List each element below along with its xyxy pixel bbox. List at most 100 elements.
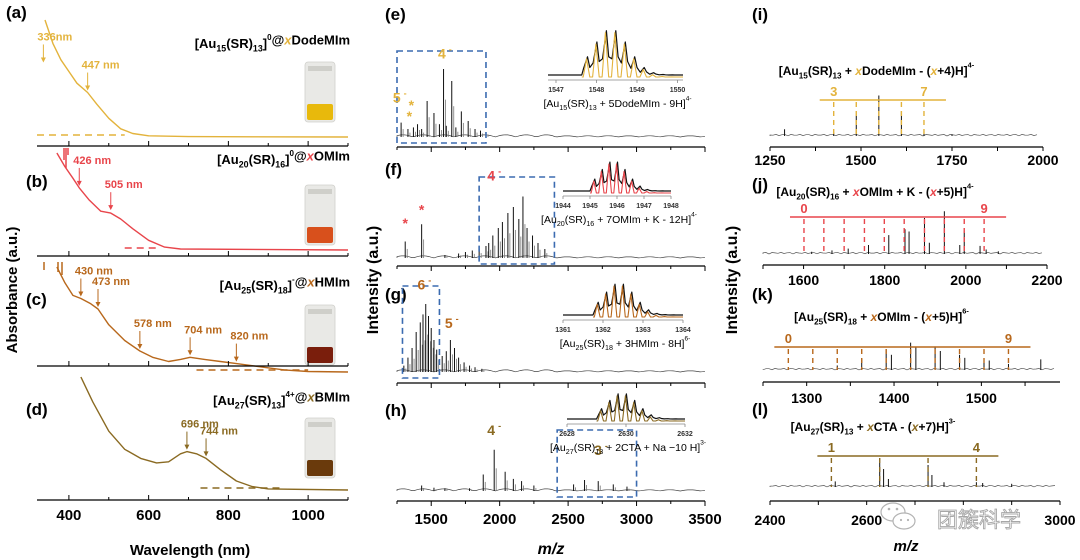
inset-tick-label: 2630 (618, 431, 634, 438)
formula-text: [Au (195, 36, 217, 51)
formula-subscript: 13 (844, 427, 854, 436)
panel-label: (c) (26, 290, 47, 309)
panel-f: (f) 4 -** 1944 1945 1946 1947 1948[Au20(SR)16 +… (385, 160, 706, 271)
simulated-envelope (590, 163, 671, 194)
vial-cap (308, 189, 332, 194)
x-tick-label: 600 (136, 507, 161, 524)
vial-photo (304, 417, 336, 479)
formula-subscript: 13 (589, 104, 597, 112)
panel-label: (h) (385, 401, 407, 420)
charge-sign: - (498, 167, 501, 177)
x-tick-label: 1300 (791, 390, 822, 406)
inset-label: [Au20(SR)16 + 7OMIm + K - 12H]4- (541, 211, 697, 227)
x-tick-label: 2200 (1031, 272, 1062, 288)
arrow-head (203, 451, 209, 457)
formula-text: (SR) (251, 278, 278, 293)
formula-text: ] (288, 278, 292, 293)
vial-solution (307, 104, 333, 120)
x-tick-label: 1600 (788, 272, 819, 288)
isotope-inset: 2628 2630 2632[Au27(SR)13 + 2CTA + Na −10 … (550, 393, 706, 456)
formula-text: @ (272, 32, 285, 47)
formula-text: (SR) (565, 214, 587, 226)
peak-label: 426 nm (73, 155, 111, 167)
star-marker: * (402, 215, 408, 231)
panel-i: (i)[Au15(SR)13 + xDodeMIm - (x+4)H]4-3 71… (752, 5, 1059, 168)
x-tick-label: 2600 (851, 512, 882, 528)
charge-number: 5 (393, 90, 401, 106)
ladder-last-label: 7 (920, 84, 927, 99)
arrow-head (78, 291, 84, 297)
inset-tick-label: 1361 (555, 327, 571, 334)
formula-text: [Au (213, 393, 235, 408)
formula-text: +4)H] (937, 64, 967, 78)
charge-number: 3 (594, 442, 602, 458)
charge-sign: - (428, 276, 431, 286)
vial-solution (307, 227, 333, 243)
spectrum-baseline (769, 134, 1038, 137)
formula-text: + (842, 64, 856, 78)
formula-text: [Au (541, 214, 557, 226)
simulated-envelope (596, 395, 685, 422)
formula-superscript: 4- (968, 61, 975, 70)
formula-label: [Au15(SR)13]0@xDodeMIm (195, 32, 350, 53)
charge-number: 5 (445, 315, 453, 331)
panel-label: (g) (385, 285, 407, 304)
arrow-head (187, 350, 193, 356)
x-tick-label: 3500 (688, 511, 721, 528)
inset-tick-label: 1363 (635, 327, 651, 334)
middle-ylabel: Intensity (a.u.) (365, 226, 382, 334)
formula-subscript: 20 (557, 220, 565, 228)
formula-subscript: 16 (830, 192, 840, 201)
vial-cap (308, 66, 332, 71)
zoom-box (478, 176, 556, 265)
peak-label: 505 nm (105, 179, 143, 191)
inset-tick-label: 2628 (559, 431, 575, 438)
charge-state-label: 3- (594, 441, 608, 458)
inset-tick-label: 1946 (609, 203, 625, 210)
formula-text: (SR) (805, 185, 830, 199)
ladder-last-label: 4 (973, 440, 981, 455)
charge-sign: - (605, 441, 608, 451)
formula-text: ] (285, 152, 289, 167)
x-tick-label: 2000 (1027, 152, 1058, 168)
spectrum-baseline (396, 255, 706, 259)
peak-label: 430 nm (75, 266, 113, 278)
x-tick-label: 400 (56, 507, 81, 524)
panel-j: (j) [Au20(SR)16 + xOMIm + K - (x+5)H]4-0 9… (752, 175, 1063, 288)
x-tick-label: 2400 (754, 512, 785, 528)
x-tick-label: 2500 (551, 511, 584, 528)
formula-superscript: 4- (967, 182, 974, 191)
formula-text: (SR) (820, 420, 845, 434)
formula-subscript: 13 (253, 44, 263, 54)
formula-text: ] (281, 393, 285, 408)
formula-subscript: 15 (216, 44, 226, 54)
formula-text: @ (295, 274, 308, 289)
isotope-inset: 1361 1362 1363 1364[Au25(SR)18 + 3HMIm - 8H… (555, 283, 691, 352)
panel-label: (b) (26, 172, 48, 191)
peak-label: 336nm (37, 31, 72, 43)
x-tick-label: 800 (216, 507, 241, 524)
formula-subscript: 18 (848, 317, 858, 326)
inset-tick-label: 1944 (555, 203, 571, 210)
formula-subscript: 13 (832, 71, 842, 80)
spectrum-baseline (762, 252, 1043, 255)
formula-text: + 5DodeMIm - 9H] (597, 98, 686, 110)
formula-text: OMIm (314, 148, 350, 163)
charge-number: 4 (487, 168, 495, 184)
formula-text: [Au (550, 442, 566, 454)
formula-subscript: 13 (595, 448, 603, 456)
formula-subscript: 18 (605, 344, 613, 352)
formula-text: +5)H] (932, 310, 962, 324)
charge-sign: - (449, 45, 452, 55)
inset-tick-label: 1548 (589, 87, 605, 94)
panel-k: (k)[Au25(SR)18 + xOMIm - (x+5)H]6-0 91300… (752, 285, 1060, 406)
formula-label: [Au27(SR)13]4+@xBMIm (213, 389, 350, 410)
panel-e: (e)4 -5 -**1547 1548 1549 1550[Au15(SR)13 + 5… (385, 5, 706, 152)
panel-label: (e) (385, 5, 406, 24)
ladder-first-label: 0 (800, 201, 807, 216)
formula-subscript: 18 (278, 286, 288, 296)
formula-text: [Au (560, 338, 576, 350)
spectrum-baseline (396, 488, 706, 492)
formula-text: CTA - ( (874, 420, 912, 434)
